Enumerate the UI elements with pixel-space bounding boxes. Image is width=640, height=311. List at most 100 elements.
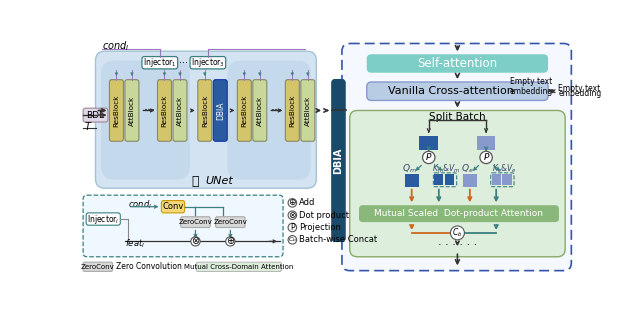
Text: ···: ··· <box>179 58 188 68</box>
Text: P: P <box>483 153 489 162</box>
FancyBboxPatch shape <box>285 80 300 141</box>
FancyBboxPatch shape <box>173 80 187 141</box>
Text: UNet: UNet <box>205 176 234 186</box>
Bar <box>445 174 454 185</box>
Text: Projection: Projection <box>300 223 341 232</box>
Text: $Q_m$: $Q_m$ <box>402 163 417 175</box>
Text: $feat_l$: $feat_l$ <box>125 237 145 250</box>
Text: ResBlock: ResBlock <box>113 94 120 127</box>
FancyBboxPatch shape <box>109 80 124 141</box>
Text: $K_m$&$V_m$: $K_m$&$V_m$ <box>431 163 460 175</box>
Text: Injector$_l$: Injector$_l$ <box>87 212 120 225</box>
FancyBboxPatch shape <box>301 80 315 141</box>
Text: ⊗: ⊗ <box>289 211 296 220</box>
Bar <box>434 174 444 185</box>
FancyBboxPatch shape <box>196 262 282 272</box>
Text: Dot product: Dot product <box>300 211 349 220</box>
Text: ResBlock: ResBlock <box>289 94 295 127</box>
FancyBboxPatch shape <box>190 57 226 69</box>
Text: ZeroConv: ZeroConv <box>214 219 247 225</box>
Text: AttBlock: AttBlock <box>305 95 311 126</box>
FancyBboxPatch shape <box>83 262 113 272</box>
Text: $cond_I$: $cond_I$ <box>102 40 129 53</box>
FancyBboxPatch shape <box>161 201 184 213</box>
FancyBboxPatch shape <box>83 195 283 257</box>
FancyBboxPatch shape <box>227 60 311 180</box>
Text: ZeroConv: ZeroConv <box>179 219 212 225</box>
Text: embedding: embedding <box>558 89 602 98</box>
Text: ResBlock: ResBlock <box>241 94 247 127</box>
Text: ⊕: ⊕ <box>227 236 234 246</box>
FancyBboxPatch shape <box>83 108 108 122</box>
Text: 🔥: 🔥 <box>191 175 198 188</box>
Text: ⊕: ⊕ <box>289 198 296 207</box>
FancyBboxPatch shape <box>157 80 172 141</box>
Text: $C_b$: $C_b$ <box>288 235 297 244</box>
Text: Batch-wise Concat: Batch-wise Concat <box>300 235 378 244</box>
Text: AttBlock: AttBlock <box>129 95 135 126</box>
Circle shape <box>422 151 435 164</box>
Bar <box>404 174 419 187</box>
Text: $Q_e$: $Q_e$ <box>461 163 474 175</box>
Text: Mutual Scaled  Dot-product Attention: Mutual Scaled Dot-product Attention <box>374 209 543 218</box>
Text: ResBlock: ResBlock <box>202 94 208 127</box>
FancyBboxPatch shape <box>101 60 190 180</box>
Text: Vanilla Cross-attention: Vanilla Cross-attention <box>387 86 513 96</box>
Text: P: P <box>290 223 294 232</box>
Circle shape <box>480 151 492 164</box>
Text: Injector$_1$: Injector$_1$ <box>143 56 177 69</box>
Text: Injector$_3$: Injector$_3$ <box>191 56 225 69</box>
Circle shape <box>288 236 296 244</box>
Text: $K_e$&$V_e$: $K_e$&$V_e$ <box>492 163 517 175</box>
Text: DBIA: DBIA <box>333 147 343 174</box>
Text: Empty text: Empty text <box>558 84 600 93</box>
FancyBboxPatch shape <box>253 80 267 141</box>
Text: Add: Add <box>300 198 316 207</box>
Text: DBIA: DBIA <box>216 101 225 120</box>
FancyBboxPatch shape <box>95 51 316 188</box>
Text: P: P <box>426 153 431 162</box>
FancyBboxPatch shape <box>86 213 120 225</box>
FancyBboxPatch shape <box>142 57 178 69</box>
Text: ResBlock: ResBlock <box>161 94 168 127</box>
Text: Zero Convolution: Zero Convolution <box>116 262 182 271</box>
Text: · · · · · ·: · · · · · · <box>438 240 477 250</box>
Text: $C_b$: $C_b$ <box>452 227 463 239</box>
Text: ···: ··· <box>144 104 156 117</box>
FancyBboxPatch shape <box>125 80 139 141</box>
FancyBboxPatch shape <box>198 80 212 141</box>
Text: AttBlock: AttBlock <box>257 95 263 126</box>
FancyBboxPatch shape <box>342 44 572 271</box>
FancyBboxPatch shape <box>216 217 245 228</box>
Text: Empty text
embedding: Empty text embedding <box>509 77 553 96</box>
FancyBboxPatch shape <box>332 80 345 241</box>
Bar <box>492 174 501 185</box>
FancyBboxPatch shape <box>180 217 210 228</box>
Bar <box>477 136 495 150</box>
Circle shape <box>288 199 296 207</box>
Circle shape <box>288 223 296 232</box>
Circle shape <box>226 237 235 246</box>
Text: $cond_l$: $cond_l$ <box>128 199 152 211</box>
Circle shape <box>451 226 465 240</box>
FancyBboxPatch shape <box>237 80 252 141</box>
FancyBboxPatch shape <box>213 80 227 141</box>
Text: ⊗: ⊗ <box>191 236 200 246</box>
Text: ···: ··· <box>271 104 283 117</box>
Bar <box>502 174 511 185</box>
Text: $T$: $T$ <box>84 120 92 132</box>
Text: Self-attention: Self-attention <box>417 57 497 70</box>
Bar <box>419 136 438 150</box>
FancyBboxPatch shape <box>367 54 548 73</box>
FancyBboxPatch shape <box>359 205 559 222</box>
FancyBboxPatch shape <box>367 82 548 100</box>
Text: Split Batch: Split Batch <box>429 112 486 122</box>
Text: AttBlock: AttBlock <box>177 95 183 126</box>
Text: BDE: BDE <box>86 111 105 120</box>
Circle shape <box>288 211 296 220</box>
FancyBboxPatch shape <box>349 110 565 257</box>
Bar <box>463 174 477 187</box>
Text: Mutual Cross-Domain Attention: Mutual Cross-Domain Attention <box>184 264 294 270</box>
Circle shape <box>191 237 200 246</box>
Text: Conv: Conv <box>163 202 184 211</box>
